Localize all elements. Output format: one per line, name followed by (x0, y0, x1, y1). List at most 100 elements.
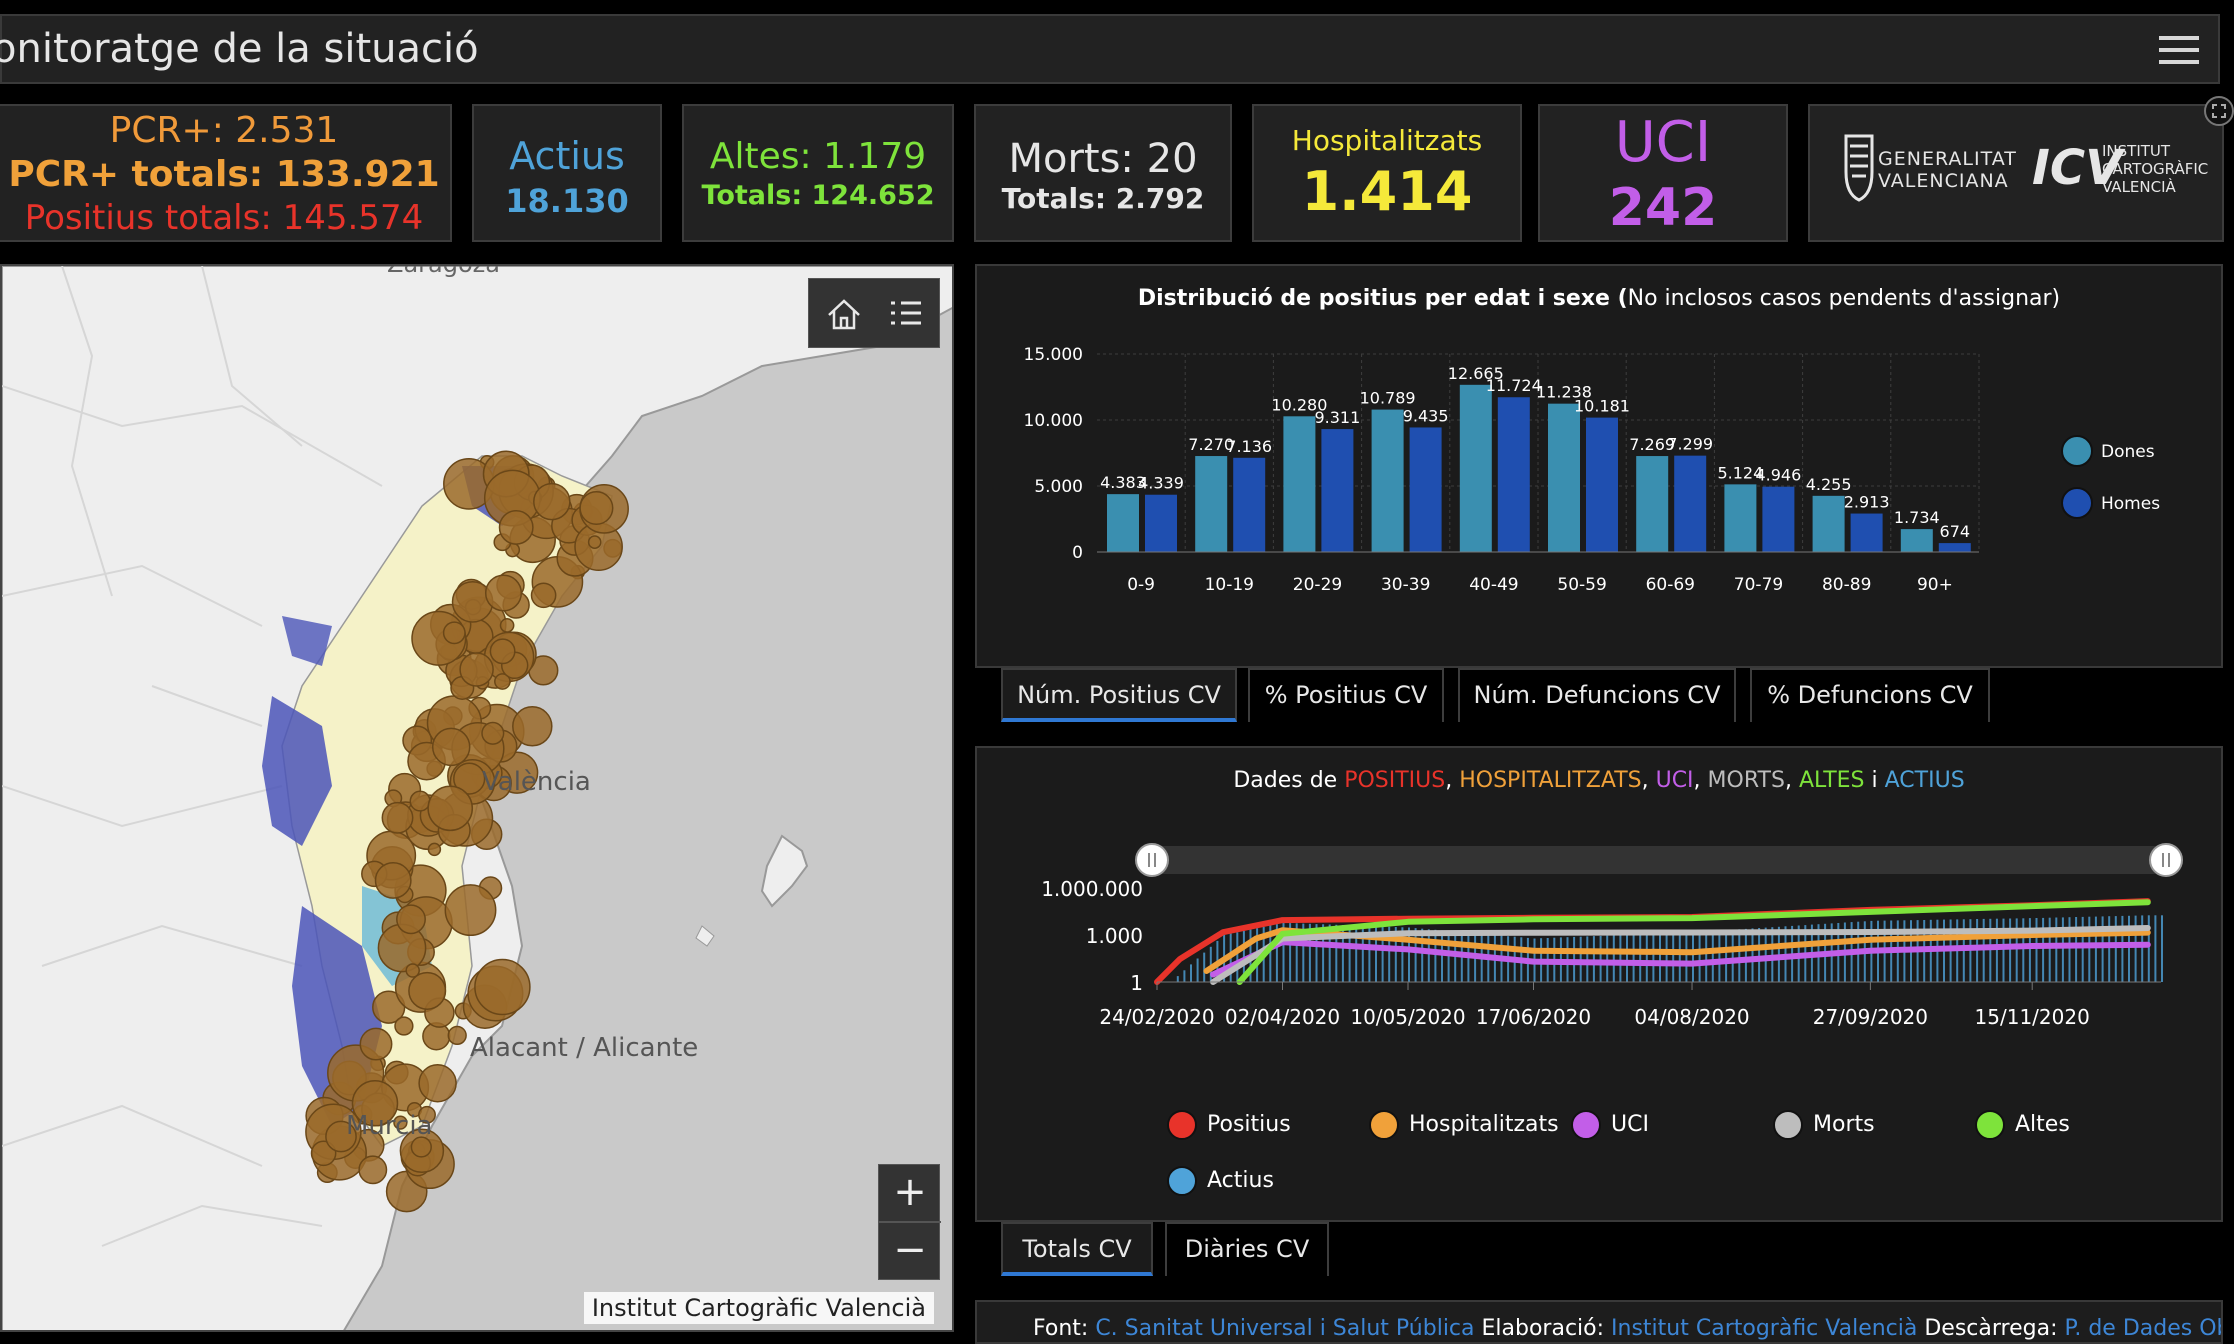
title-part: , (1784, 768, 1799, 793)
map-canvas[interactable]: Zaragoza València Alacant / Alicante Mur… (2, 266, 954, 1332)
series-tab-1[interactable]: Diàries CV (1165, 1222, 1329, 1276)
map-view[interactable]: Zaragoza València Alacant / Alicante Mur… (0, 264, 954, 1332)
zoom-in-button[interactable]: + (893, 1169, 927, 1215)
age-tab-2[interactable]: Núm. Defuncions CV (1458, 668, 1736, 722)
page-title: onitoratge de la situació (0, 26, 479, 72)
case-bubble[interactable] (484, 574, 523, 612)
case-bubble[interactable] (381, 801, 414, 834)
case-bubble[interactable] (533, 482, 571, 521)
bar-dones-30-39[interactable] (1371, 409, 1404, 552)
bar-homes-30-39[interactable] (1409, 427, 1442, 552)
series-line-altes[interactable] (1236, 899, 2151, 985)
bar-dones-40-49[interactable] (1459, 384, 1492, 552)
x-tick-label: 02/04/2020 (1225, 1005, 1340, 1029)
age-tab-3[interactable]: % Defuncions CV (1750, 668, 1990, 722)
legend-swatch-dones[interactable] (2061, 435, 2093, 467)
expand-icon[interactable] (2204, 96, 2234, 126)
case-bubble[interactable] (444, 884, 497, 937)
bar-homes-0-9[interactable] (1145, 494, 1177, 552)
x-tick-label: 24/02/2020 (1099, 1005, 1214, 1029)
case-bubble[interactable] (396, 904, 426, 935)
age-sex-chart-panel: Distribució de positius per edat i sexe … (975, 264, 2223, 668)
series-line-uci[interactable] (1210, 939, 2151, 978)
case-bubble[interactable] (481, 721, 505, 745)
case-bubble[interactable] (418, 1105, 436, 1124)
series-line-morts[interactable] (1210, 925, 2151, 985)
case-bubble[interactable] (431, 727, 471, 767)
case-bubble[interactable] (512, 706, 553, 747)
pcr-day-value: PCR+: 2.531 (109, 110, 339, 151)
bar-dones-20-29[interactable] (1283, 416, 1316, 552)
age-tab-1[interactable]: % Positius CV (1248, 668, 1444, 722)
bar-homes-50-59[interactable] (1586, 417, 1618, 552)
case-bubble[interactable] (359, 1027, 393, 1061)
case-bubble[interactable] (447, 1025, 467, 1046)
bar-homes-40-49[interactable] (1497, 397, 1530, 552)
case-bubble[interactable] (410, 1136, 432, 1158)
footer-font-link[interactable]: C. Sanitat Universal i Salut Pública (1095, 1316, 1475, 1341)
bar-data-label: 11.724 (1486, 376, 1542, 395)
case-bubble[interactable] (393, 1115, 408, 1130)
bar-dones-80-89[interactable] (1812, 495, 1845, 552)
case-bubble[interactable] (498, 509, 534, 545)
range-slider-handle-end[interactable] (2149, 843, 2183, 877)
case-bubble[interactable] (499, 618, 515, 633)
legend-label-dones[interactable]: Dones (2101, 442, 2155, 462)
zoom-out-button[interactable]: − (893, 1227, 927, 1273)
footer-desc-link[interactable]: P. de Dades Obertes (2064, 1316, 2222, 1341)
timeseries-chart-title: Dades de POSITIUS, HOSPITALITZATS, UCI, … (977, 768, 2221, 793)
case-bubbles[interactable] (305, 450, 629, 1213)
case-bubble[interactable] (409, 790, 431, 812)
bar-homes-60-69[interactable] (1674, 455, 1707, 552)
case-bubble[interactable] (374, 861, 412, 899)
series-tab-0[interactable]: Totals CV (1001, 1222, 1153, 1276)
x-tick-label: 0-9 (1127, 575, 1155, 595)
bar-dones-50-59[interactable] (1548, 403, 1580, 552)
bar-homes-10-19[interactable] (1233, 457, 1266, 552)
bar-homes-90+[interactable] (1938, 543, 1971, 552)
bar-dones-60-69[interactable] (1636, 456, 1669, 552)
case-bubble[interactable] (427, 842, 442, 857)
case-bubble[interactable] (358, 1155, 388, 1185)
map-label-zaragoza: Zaragoza (387, 266, 500, 278)
zoom-control: + − (878, 1164, 941, 1280)
series-line-hospitalitzats[interactable] (1203, 927, 2151, 974)
bar-dones-10-19[interactable] (1195, 456, 1228, 552)
legend-swatch-homes[interactable] (2061, 487, 2093, 519)
case-bubble[interactable] (587, 535, 602, 549)
case-bubble[interactable] (579, 490, 614, 526)
case-bubble[interactable] (408, 971, 447, 1010)
case-bubble[interactable] (405, 963, 420, 978)
case-bubble[interactable] (494, 673, 511, 690)
bar-dones-0-9[interactable] (1107, 494, 1139, 552)
footer-elab-link[interactable]: Institut Cartogràfic Valencià (1611, 1316, 1918, 1341)
case-bubble[interactable] (427, 785, 474, 832)
legend-label-homes[interactable]: Homes (2101, 494, 2160, 514)
bar-homes-20-29[interactable] (1321, 429, 1354, 552)
case-bubble[interactable] (489, 638, 516, 665)
range-slider-track[interactable] (1157, 846, 2161, 874)
case-bubble[interactable] (474, 958, 531, 1016)
x-tick-label: 30-39 (1381, 575, 1430, 595)
uci-card: UCI 242 (1538, 104, 1788, 242)
case-bubble[interactable] (325, 1120, 357, 1153)
hamburger-menu-icon[interactable] (2157, 30, 2203, 70)
case-bubble[interactable] (459, 652, 494, 687)
bar-dones-70-79[interactable] (1724, 484, 1757, 552)
case-bubble[interactable] (442, 621, 466, 645)
age-tab-0[interactable]: Núm. Positius CV (1001, 668, 1237, 722)
case-bubble[interactable] (530, 582, 557, 609)
case-bubble[interactable] (394, 1016, 414, 1036)
case-bubble[interactable] (351, 1080, 399, 1127)
legend-list-icon[interactable] (887, 295, 925, 333)
bar-homes-70-79[interactable] (1762, 486, 1795, 552)
legend-label: Morts (1813, 1112, 1875, 1137)
bar-dones-90+[interactable] (1900, 529, 1933, 552)
case-bubble[interactable] (418, 1063, 457, 1103)
bar-data-label: 7.299 (1667, 435, 1713, 454)
home-icon[interactable] (825, 295, 863, 333)
range-slider-handle-start[interactable] (1135, 843, 1169, 877)
bar-homes-80-89[interactable] (1850, 513, 1883, 552)
case-bubble[interactable] (453, 762, 486, 795)
